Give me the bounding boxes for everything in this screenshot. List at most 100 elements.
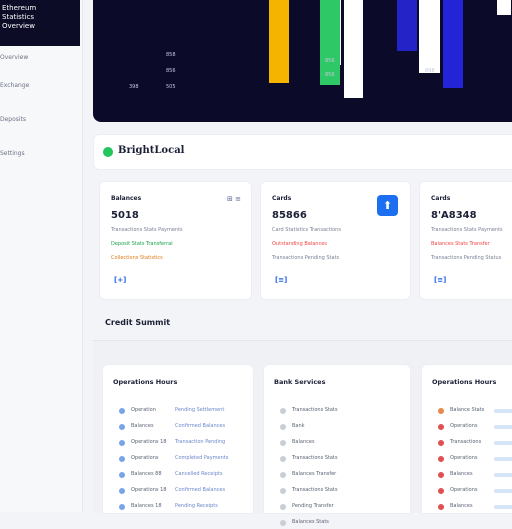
list-item[interactable]: Operation Pending Settlement: [113, 407, 313, 417]
list-card: Bank Services Transactions Stats Bank Bala…: [263, 364, 411, 526]
list-item[interactable]: Balances: [432, 503, 512, 513]
list-item[interactable]: Balances Confirmed Balances: [113, 423, 313, 433]
stat-title: Cards: [431, 195, 451, 202]
list-item[interactable]: Balance Stats: [432, 407, 512, 417]
list-item-name: Transactions Stats: [292, 487, 338, 493]
list-item-name: Transactions: [450, 439, 482, 445]
stat-title: Balances: [111, 195, 142, 202]
sidebar-brand[interactable]: Ethereum Statistics Overview: [0, 0, 80, 46]
sidebar-item-exchange[interactable]: Exchange: [0, 82, 30, 89]
list-item[interactable]: Transactions: [432, 439, 512, 449]
list-item-name: Balances: [131, 423, 154, 429]
stat-line: Collections Statistics: [111, 255, 163, 261]
stat-line: Transactions Pending Stats: [272, 255, 340, 261]
list-item-name: Pending Transfer: [292, 503, 334, 509]
list-item-name: Balances: [450, 471, 473, 477]
stat-title: Cards: [272, 195, 292, 202]
section-title: Credit Summit: [105, 318, 171, 327]
expand-link[interactable]: [≡]: [434, 276, 447, 284]
list-item-bar: [494, 473, 512, 477]
chart-bar: [419, 0, 440, 73]
list-item[interactable]: Balances: [432, 471, 512, 481]
status-dot-icon: [103, 147, 113, 157]
list-item-bar: [494, 505, 512, 509]
list-title: Bank Services: [274, 378, 326, 386]
status-dot-icon: [119, 424, 125, 430]
list-item[interactable]: Operations: [432, 455, 512, 465]
status-dot-icon: [119, 504, 125, 510]
brand-header: BrightLocal: [93, 134, 512, 170]
chart-tick-label: 398: [129, 84, 139, 90]
list-item-name: Operations: [131, 455, 159, 461]
status-dot-icon: [438, 456, 444, 462]
list-item-name: Transactions Stats: [292, 407, 338, 413]
chart-tick-label: 858: [166, 52, 176, 58]
list-item-value: Confirmed Balances: [175, 487, 226, 493]
expand-link[interactable]: [+]: [114, 276, 127, 284]
list-item-value: Pending Settlement: [175, 407, 225, 413]
status-dot-icon: [119, 488, 125, 494]
sidebar: Ethereum Statistics Overview Overview Ex…: [0, 0, 83, 512]
status-dot-icon: [280, 440, 286, 446]
stat-card-balances[interactable]: Balances ⊞ ≡ 5018 Transactions Stats Pay…: [99, 181, 252, 300]
stat-card-cards[interactable]: Cards ⬆ 85866 Card Statistics Transactio…: [260, 181, 411, 300]
sidebar-item-settings[interactable]: Settings: [0, 150, 25, 157]
stat-card-cards-2[interactable]: Cards 8'A8348 Transactions Stats Payment…: [419, 181, 512, 300]
list-item-value: Confirmed Balances: [175, 423, 226, 429]
sidebar-item-deposits[interactable]: Deposits: [0, 116, 27, 123]
list-item[interactable]: Bank: [274, 423, 474, 433]
chart-tick-label: 505: [166, 84, 176, 90]
status-dot-icon: [119, 456, 125, 462]
list-card: Operations Hours Balance Stats Operations…: [421, 364, 512, 514]
list-item[interactable]: Operations 18 Confirmed Balances: [113, 487, 313, 497]
list-item[interactable]: Balances 18 Pending Receipts: [113, 503, 313, 513]
bar-chart-panel: 398 505 858 856 856 856 898: [93, 0, 512, 122]
list-item[interactable]: Operations 18 Transaction Pending: [113, 439, 313, 449]
list-item-bar: [494, 457, 512, 461]
list-item-name: Operations 18: [131, 487, 167, 493]
sidebar-brand-line: Ethereum: [2, 4, 37, 12]
stat-value: 5018: [111, 210, 139, 221]
grid-list-icon[interactable]: ⊞ ≡: [227, 195, 241, 203]
status-dot-icon: [280, 456, 286, 462]
list-item-value: Pending Receipts: [175, 503, 218, 509]
list-item-name: Operations: [450, 487, 478, 493]
list-item-name: Balances 18: [131, 503, 162, 509]
list-item-value: Transaction Pending: [175, 439, 226, 445]
status-dot-icon: [119, 472, 125, 478]
brand-name: BrightLocal: [118, 145, 185, 156]
stat-line: Transactions Stats Payments: [111, 227, 183, 233]
list-item-name: Transactions Stats: [292, 455, 338, 461]
list-item[interactable]: Operations Completed Payments: [113, 455, 313, 465]
list-item[interactable]: Pending Transfer: [274, 503, 474, 513]
list-item-bar: [494, 489, 512, 493]
stat-line: Outstanding Balances: [272, 241, 327, 247]
list-item-name: Bank: [292, 423, 305, 429]
list-item[interactable]: Operations: [432, 423, 512, 433]
list-item[interactable]: Balances: [274, 439, 474, 449]
list-item-name: Operations: [450, 423, 478, 429]
list-item[interactable]: Balances Transfer: [274, 471, 474, 481]
list-item[interactable]: Transactions Stats: [274, 487, 474, 497]
stat-line: Transactions Pending Status: [431, 255, 502, 261]
list-item[interactable]: Balances 88 Cancelled Receipts: [113, 471, 313, 481]
list-item[interactable]: Transactions Stats: [274, 407, 474, 417]
status-dot-icon: [438, 488, 444, 494]
sidebar-item-overview[interactable]: Overview: [0, 54, 29, 61]
list-item-name: Operations: [450, 455, 478, 461]
list-item-name: Balance Stats: [450, 407, 485, 413]
list-item[interactable]: Balances Stats: [274, 519, 474, 529]
status-dot-icon: [280, 488, 286, 494]
upload-icon[interactable]: ⬆: [377, 195, 398, 216]
chart-bar: [320, 0, 340, 85]
chart-bar: [497, 0, 511, 15]
sidebar-brand-line: Overview: [2, 22, 35, 30]
expand-link[interactable]: [≡]: [275, 276, 288, 284]
status-dot-icon: [280, 504, 286, 510]
list-item[interactable]: Operations: [432, 487, 512, 497]
list-item-value: Completed Payments: [175, 455, 229, 461]
list-item[interactable]: Transactions Stats: [274, 455, 474, 465]
stat-line: Card Statistics Transactions: [272, 227, 341, 233]
chart-tick-label: 856: [325, 58, 335, 64]
